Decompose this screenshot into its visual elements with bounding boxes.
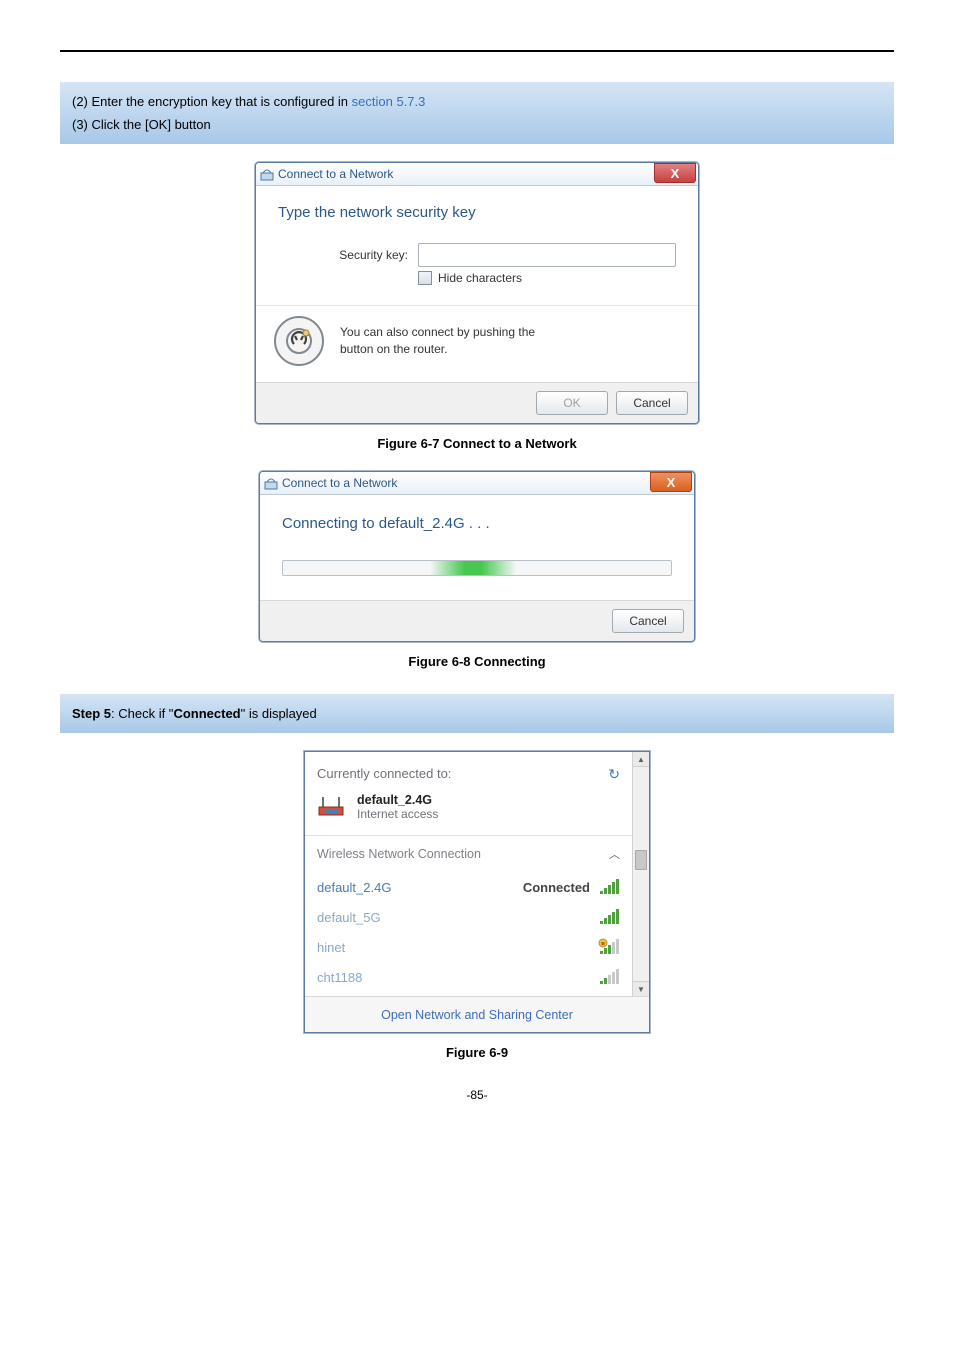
- signal-icon: [598, 968, 620, 986]
- step5-text: Step 5: Check if "Connected" is displaye…: [72, 702, 882, 725]
- router-icon: [317, 795, 347, 819]
- wnc-label: Wireless Network Connection: [317, 847, 481, 861]
- close-icon: X: [671, 166, 680, 181]
- scroll-thumb[interactable]: [635, 850, 647, 870]
- hide-characters-row[interactable]: Hide characters: [418, 271, 676, 285]
- instruction-line-3: (3) Click the [OK] button: [72, 113, 882, 136]
- progress-fill: [430, 561, 515, 575]
- signal-icon: [598, 878, 620, 896]
- signal-icon: [598, 908, 620, 926]
- network-list: default_2.4G Connected default_5Ghinet cht1…: [317, 872, 620, 992]
- window-title: Connect to a Network: [278, 167, 393, 181]
- progress-bar: [282, 560, 672, 576]
- wps-line2: button on the router.: [340, 341, 535, 358]
- cancel-button[interactable]: Cancel: [616, 391, 688, 415]
- titlebar: Connect to a Network X: [260, 472, 694, 495]
- network-status: Connected: [523, 880, 590, 895]
- current-connection: default_2.4G Internet access: [317, 789, 620, 835]
- step5-suffix: " is displayed: [241, 706, 317, 721]
- step5-middle: : Check if ": [111, 706, 173, 721]
- flyout-header: Currently connected to:: [317, 766, 451, 783]
- current-network-sub: Internet access: [357, 807, 438, 821]
- connecting-status: Connecting to default_2.4G . . .: [282, 515, 672, 532]
- figure-6-9-caption: Figure 6-9: [60, 1045, 894, 1060]
- cancel-button[interactable]: Cancel: [612, 609, 684, 633]
- scroll-up-icon[interactable]: ▲: [633, 752, 649, 767]
- close-button[interactable]: X: [654, 163, 696, 183]
- network-flyout: Currently connected to: ↻ default_2.4G: [304, 751, 650, 1033]
- network-name: default_5G: [317, 910, 381, 925]
- figure-6-7-caption: Figure 6-7 Connect to a Network: [60, 436, 894, 451]
- wps-icon: [274, 316, 324, 366]
- signal-icon: [598, 938, 620, 956]
- close-button[interactable]: X: [650, 472, 692, 492]
- instr-2-link: section 5.7.3: [352, 94, 426, 109]
- network-name: cht1188: [317, 970, 362, 985]
- instruction-line-2: (2) Enter the encryption key that is con…: [72, 90, 882, 113]
- close-icon: X: [667, 475, 676, 490]
- security-key-label: Security key:: [278, 248, 418, 262]
- security-key-input[interactable]: [418, 243, 676, 267]
- figure-6-8-caption: Figure 6-8 Connecting: [60, 654, 894, 669]
- network-name: default_2.4G: [317, 880, 391, 895]
- instruction-block: (2) Enter the encryption key that is con…: [60, 82, 894, 144]
- step5-prefix: Step 5: [72, 706, 111, 721]
- current-network-name: default_2.4G: [357, 793, 438, 807]
- wps-line1: You can also connect by pushing the: [340, 324, 535, 341]
- dialog-connect-network: Connect to a Network X Type the network …: [255, 162, 699, 424]
- hide-characters-label: Hide characters: [438, 271, 522, 285]
- step5-block: Step 5: Check if "Connected" is displaye…: [60, 694, 894, 733]
- flyout-footer: Open Network and Sharing Center: [305, 996, 649, 1032]
- wireless-section-header[interactable]: Wireless Network Connection ︿: [317, 846, 620, 862]
- hide-characters-checkbox[interactable]: [418, 271, 432, 285]
- scrollbar[interactable]: ▲ ▼: [632, 752, 649, 996]
- divider: [305, 835, 632, 836]
- window-icon: [264, 476, 278, 490]
- refresh-icon[interactable]: ↻: [608, 766, 620, 783]
- network-row[interactable]: cht1188: [317, 962, 620, 992]
- scroll-down-icon[interactable]: ▼: [633, 981, 649, 996]
- window-icon: [260, 167, 274, 181]
- window-title: Connect to a Network: [282, 476, 397, 490]
- network-name: hinet: [317, 940, 345, 955]
- page-top-rule: [60, 50, 894, 52]
- network-row[interactable]: default_5G: [317, 902, 620, 932]
- ok-button[interactable]: OK: [536, 391, 608, 415]
- instr-2-prefix: (2) Enter the encryption key that is con…: [72, 94, 352, 109]
- chevron-up-icon: ︿: [609, 846, 620, 862]
- dialog-heading: Type the network security key: [278, 204, 676, 221]
- titlebar: Connect to a Network X: [256, 163, 698, 186]
- page-number: -85-: [60, 1088, 894, 1102]
- network-row[interactable]: hinet: [317, 932, 620, 962]
- dialog-connecting: Connect to a Network X Connecting to def…: [259, 471, 695, 642]
- network-row[interactable]: default_2.4G Connected: [317, 872, 620, 902]
- step5-bold: Connected: [173, 706, 240, 721]
- wps-text: You can also connect by pushing the butt…: [340, 324, 535, 358]
- open-network-center-link[interactable]: Open Network and Sharing Center: [381, 1008, 573, 1022]
